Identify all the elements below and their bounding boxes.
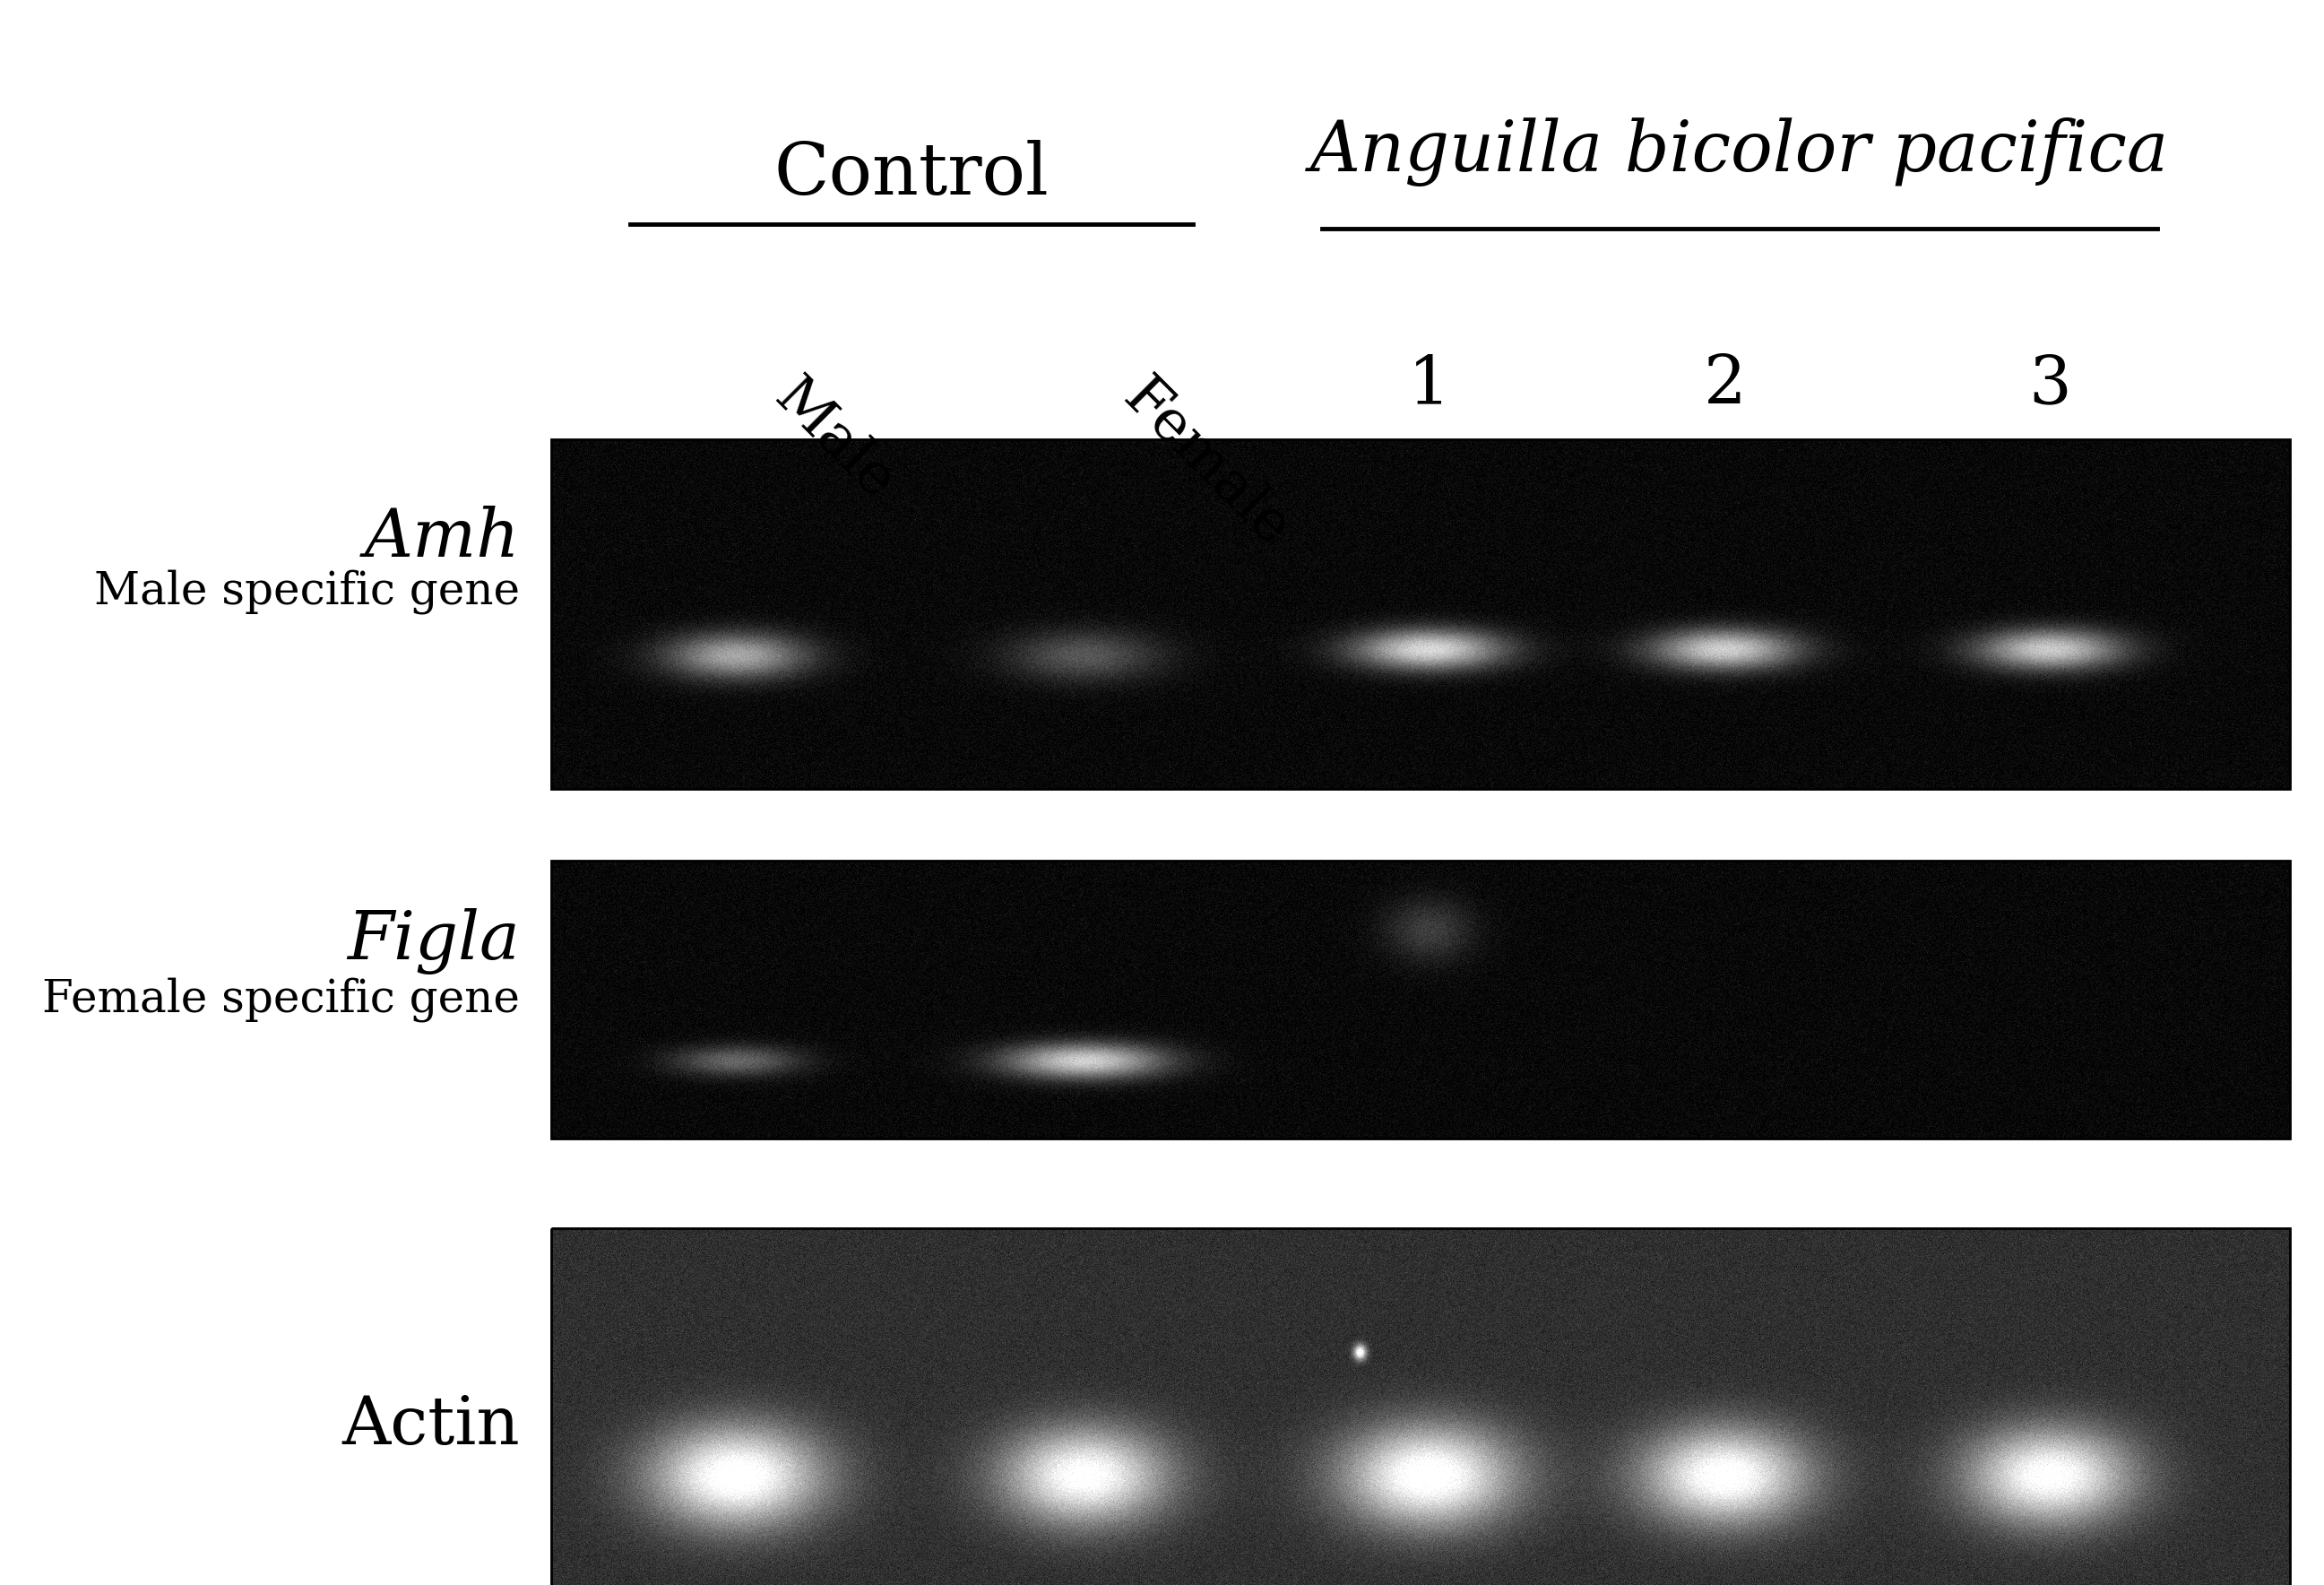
Text: Female: Female: [1111, 369, 1299, 556]
Text: Female specific gene: Female specific gene: [42, 978, 521, 1022]
Text: Actin: Actin: [342, 1393, 521, 1458]
Text: 2: 2: [1703, 353, 1745, 418]
Text: Male specific gene: Male specific gene: [93, 569, 521, 613]
Text: Male: Male: [765, 369, 904, 510]
Bar: [551, 1228, 2289, 1585]
Text: Amh: Amh: [365, 506, 521, 571]
Bar: [551, 439, 2289, 789]
Text: Anguilla bicolor pacifica: Anguilla bicolor pacifica: [1311, 117, 2168, 187]
Text: 3: 3: [2029, 353, 2071, 418]
Text: Figla: Figla: [346, 908, 521, 975]
Bar: [551, 861, 2289, 1138]
Text: 1: 1: [1408, 353, 1450, 418]
Text: Control: Control: [774, 139, 1048, 209]
